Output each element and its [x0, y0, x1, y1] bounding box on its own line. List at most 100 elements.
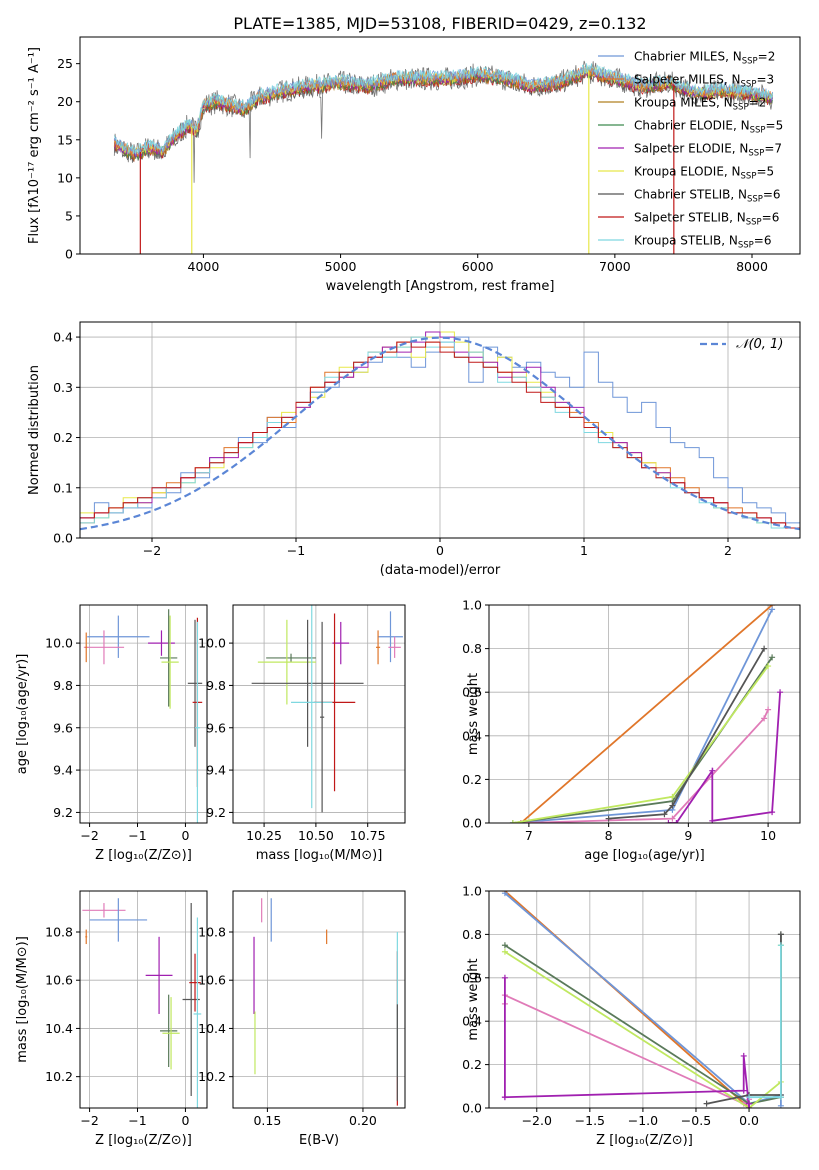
mass_vs_Z-ytick-label: 10.4 [45, 1021, 73, 1036]
massweight_vs_age-marker [665, 820, 672, 823]
age_vs_mass-xtick-label: 10.25 [246, 828, 282, 843]
residuals-xlabel: (data-model)/error [380, 563, 501, 578]
massweight_vs_age-marker [669, 815, 676, 822]
massweight_vs_Z-marker [746, 1100, 753, 1107]
massweight_vs_Z-xtick-label: −1.0 [628, 1113, 658, 1128]
mass_vs_EBV-xtick-label: 0.20 [349, 1113, 377, 1128]
massweight_vs_age-frame [488, 604, 801, 824]
gaussian-curve [80, 336, 800, 531]
massweight_vs_Z-marker [501, 974, 508, 981]
massweight_vs_age-ytick-label: 0.6 [462, 685, 482, 700]
residuals-ylabel: Normed distribution [27, 365, 42, 495]
massweight_vs_Z-ylabel: mass weight [466, 958, 481, 1040]
massweight_vs_age-ylabel: mass weight [466, 673, 481, 755]
residuals-ytick-label: 0.1 [53, 480, 73, 495]
age_vs_mass-xtick-label: 10.50 [298, 828, 334, 843]
massweight_vs_age-marker [777, 689, 784, 696]
spectrum-xtick-label: 5000 [325, 259, 357, 274]
massweight_vs_Z-xlabel: Z [log₁₀(Z/Z⊙)] [596, 1133, 693, 1148]
legend-label: Kroupa ELODIE, NSSP=5 [634, 165, 774, 182]
spectrum-xtick-label: 4000 [188, 259, 220, 274]
massweight_vs_Z-marker [746, 1094, 753, 1101]
massweight_vs_age-line-light_green [512, 665, 769, 823]
spectrum-frame [79, 36, 801, 255]
massweight_vs_age-marker [605, 815, 612, 822]
massweight_vs_age-ytick-label: 0.4 [462, 728, 482, 743]
residuals-xtick-label: 1 [580, 543, 588, 558]
massweight_vs_age-line-chabrier_miles [512, 608, 773, 823]
massweight_vs_age-panel: 7 8 9 10 0.0 0.2 0.4 0.6 0.8 1.0 age [log₁₀(age/yr… [462, 598, 801, 863]
massweight_vs_Z-line-pink [504, 993, 750, 1105]
age_vs_mass-ytick-label: 10.0 [198, 636, 226, 651]
spectrum-model-chabrier_miles [113, 64, 773, 156]
massweight_vs_Z-ytick-label: 0.8 [462, 927, 482, 942]
massweight_vs_Z-xtick-label: −0.5 [681, 1113, 711, 1128]
spectrum-model-kroupa_stelib [113, 63, 773, 155]
spectrum-ytick-label: 15 [57, 132, 73, 147]
mass_vs_EBV-ytick-label: 10.8 [198, 924, 226, 939]
spectrum-ytick-label: 5 [65, 208, 73, 223]
mass_vs_Z-xlabel: Z [log₁₀(Z/Z⊙)] [95, 1133, 192, 1148]
massweight_vs_age-marker [761, 715, 768, 722]
massweight_vs_age-marker [769, 654, 776, 661]
residuals-ytick-label: 0.4 [53, 330, 73, 345]
residual-legend-label: 𝒩(0, 1) [736, 337, 783, 352]
massweight_vs_Z-frame [488, 890, 801, 1109]
mass_vs_EBV-xlabel: E(B-V) [299, 1133, 339, 1148]
massweight_vs_age-ytick-label: 1.0 [462, 598, 482, 613]
age_vs_mass-frame [232, 604, 406, 824]
mass_vs_Z-xtick-label: −1 [128, 1113, 146, 1128]
age_vs_Z-xlabel: Z [log₁₀(Z/Z⊙)] [95, 848, 192, 863]
massweight_vs_age-marker [765, 706, 772, 713]
age_vs_mass-ytick-label: 9.4 [206, 763, 226, 778]
massweight_vs_age-marker [669, 793, 676, 800]
age_vs_Z-panel: −2 −1 0 9.2 9.4 9.6 9.8 10.0 Z [log₁₀(Z/Z⊙)] age … [15, 604, 208, 863]
massweight_vs_age-marker [509, 820, 516, 823]
mass_vs_Z-ytick-label: 10.8 [45, 924, 73, 939]
massweight_vs_age-xtick-label: 8 [605, 828, 613, 843]
age_vs_Z-xtick-label: 0 [181, 828, 189, 843]
spectrum-xtick-label: 7000 [599, 259, 631, 274]
massweight_vs_Z-marker [777, 942, 784, 949]
massweight_vs_Z-marker [777, 931, 784, 938]
massweight_vs_age-marker [661, 811, 668, 818]
age_vs_Z-ytick-label: 9.4 [53, 763, 73, 778]
age_vs_Z-ytick-label: 10.0 [45, 636, 73, 651]
massweight_vs_Z-ytick-label: 0.6 [462, 970, 482, 985]
massweight_vs_Z-marker [777, 1094, 784, 1101]
residuals-panel: −2 −1 0 1 2 0.0 0.1 0.2 0.3 0.4 (data-model)/error… [27, 321, 801, 578]
massweight_vs_age-xtick-label: 7 [525, 828, 533, 843]
spectrum-xtick-label: 8000 [736, 259, 768, 274]
massweight_vs_age-marker [709, 767, 716, 774]
massweight_vs_age-marker [769, 606, 776, 613]
mass_vs_Z-panel: −2 −1 0 10.2 10.4 10.6 10.8 Z [log₁₀(Z/Z⊙)] mass… [15, 890, 208, 1148]
residuals-xtick-label: −1 [287, 543, 305, 558]
legend-label: Chabrier STELIB, NSSP=6 [634, 188, 781, 205]
massweight_vs_Z-ytick-label: 0.4 [462, 1014, 482, 1029]
age_vs_Z-ytick-label: 9.2 [53, 805, 73, 820]
massweight_vs_age-line-chabrier_stelib [608, 648, 765, 820]
massweight_vs_age-xtick-label: 10 [760, 828, 776, 843]
residuals-ytick-label: 0.3 [53, 380, 73, 395]
massweight_vs_age-marker [673, 820, 680, 823]
residuals-ytick-label: 0.2 [53, 430, 73, 445]
residuals-xtick-label: −2 [143, 543, 161, 558]
legend-label: Kroupa STELIB, NSSP=6 [634, 234, 772, 251]
figure-title: PLATE=1385, MJD=53108, FIBERID=0429, z=0… [233, 14, 646, 33]
massweight_vs_age-line-pink [520, 709, 769, 823]
massweight_vs_age-line-dark_green [512, 656, 773, 823]
massweight_vs_age-marker [765, 663, 772, 670]
age_vs_mass-panel: 10.25 10.50 10.75 9.2 9.4 9.6 9.8 10.0 mass [log… [198, 604, 406, 863]
mass_vs_Z-ytick-label: 10.6 [45, 973, 73, 988]
massweight_vs_Z-marker [740, 1087, 747, 1094]
massweight_vs_Z-ytick-label: 1.0 [462, 884, 482, 899]
age_vs_mass-xtick-label: 10.75 [350, 828, 386, 843]
legend-label: Kroupa MILES, NSSP=2 [634, 96, 766, 113]
residuals-ytick-label: 0.0 [53, 531, 73, 546]
mass_vs_EBV-ytick-label: 10.2 [198, 1069, 226, 1084]
residual-hist-salpeter_stelib [80, 341, 800, 529]
massweight_vs_age-marker [761, 645, 768, 652]
residuals-xtick-label: 0 [436, 543, 444, 558]
massweight_vs_age-marker [669, 802, 676, 809]
